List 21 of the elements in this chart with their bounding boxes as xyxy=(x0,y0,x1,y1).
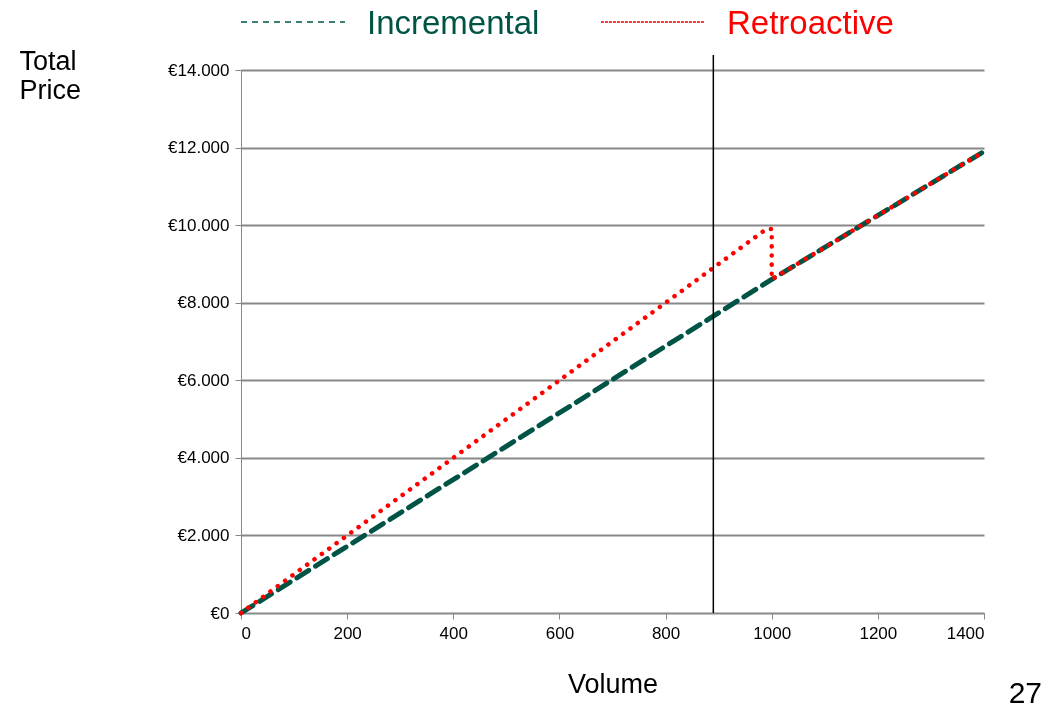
y-tick-label: €14.000 xyxy=(168,60,230,80)
y-tick-label: €4.000 xyxy=(177,448,230,468)
x-tick-label: 1400 xyxy=(946,623,985,643)
x-tick-label: 0 xyxy=(241,623,251,643)
y-tick-label: €0 xyxy=(210,603,230,623)
x-tick-label: 1200 xyxy=(859,623,898,643)
x-tick-label: 1000 xyxy=(753,623,792,643)
x-axis-title: Volume xyxy=(567,668,659,699)
x-tick-label: 200 xyxy=(333,623,362,643)
legend-label: Retroactive xyxy=(727,4,894,41)
y-axis-title: Total Price xyxy=(19,45,82,105)
y-tick-label: €12.000 xyxy=(168,138,230,158)
y-tick-label: €2.000 xyxy=(177,525,230,545)
y-tick-label: €10.000 xyxy=(168,215,230,235)
x-tick-label: 800 xyxy=(651,623,681,643)
legend-label: Incremental xyxy=(367,4,540,41)
y-tick-label: €6.000 xyxy=(177,370,230,390)
x-tick-label: 400 xyxy=(439,623,468,643)
x-tick-label: 600 xyxy=(545,623,575,643)
y-tick-label: €8.000 xyxy=(177,293,230,313)
text: 27 xyxy=(1008,676,1042,709)
